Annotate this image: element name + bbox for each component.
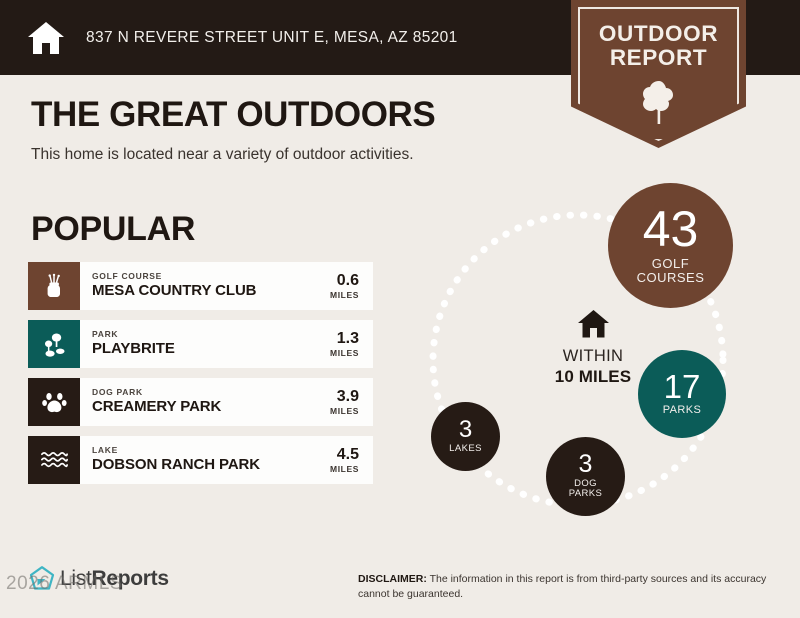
distance-value: 0.6 [336,272,359,290]
list-item-text: PARK PLAYBRITE [80,320,330,368]
distance-value: 1.3 [336,330,359,348]
center-line1: WITHIN [562,347,624,365]
list-item[interactable]: GOLF COURSE MESA COUNTRY CLUB 0.6 MILES [28,262,373,310]
dog-parks-label: DOG PARKS [568,478,603,500]
distance-value: 3.9 [336,388,359,406]
parks-count: 17 [663,367,701,405]
listreports-wordmark: ListReports [60,567,169,591]
house-icon [28,21,64,54]
tree-icon [642,81,673,125]
listreports-logo[interactable]: ListReports [28,565,169,593]
stat-bubble-parks[interactable]: 17 PARKS [638,350,726,438]
list-item-text: GOLF COURSE MESA COUNTRY CLUB [80,262,330,310]
distance-unit: MILES [330,463,359,474]
list-item-distance: 0.6 MILES [330,262,373,310]
outdoor-report-badge: OUTDOOR REPORT [571,0,746,148]
list-item-text: DOG PARK CREAMERY PARK [80,378,330,426]
list-item[interactable]: LAKE DOBSON RANCH PARK 4.5 MILES [28,436,373,484]
list-item-distance: 3.9 MILES [330,378,373,426]
golf-courses-label-line1: GOLF [651,256,690,272]
list-item-category: LAKE [92,445,118,456]
disclaimer: DISCLAIMER: The information in this repo… [358,572,783,602]
logo-text-bold: Reports [91,567,169,590]
golf-courses-label-line2: COURSES [636,270,705,286]
badge-title-line1: OUTDOOR [598,21,719,46]
dog-parks-label-line2: PARKS [568,488,603,500]
popular-heading: POPULAR [31,210,196,248]
center-line2: 10 MILES [554,366,632,386]
list-item-name: MESA COUNTRY CLUB [92,281,257,299]
house-icon [577,310,609,338]
disclaimer-label: DISCLAIMER: [358,573,427,585]
list-item-distance: 1.3 MILES [330,320,373,368]
water-waves-icon [28,436,80,484]
disclaimer-text: The information in this report is from t… [358,573,767,601]
list-item[interactable]: DOG PARK CREAMERY PARK 3.9 MILES [28,378,373,426]
golf-bag-icon [28,262,80,310]
list-item-name: CREAMERY PARK [92,397,222,415]
list-item-category: PARK [92,329,119,340]
lakes-count: 3 [458,415,473,443]
diagram-center-label: WITHIN 10 MILES [528,309,658,387]
page-subtitle: This home is located near a variety of o… [31,146,414,163]
list-item-name: DOBSON RANCH PARK [92,455,261,473]
distance-unit: MILES [330,405,359,416]
stat-bubble-golf-courses[interactable]: 43 GOLF COURSES [608,183,733,308]
list-item[interactable]: PARK PLAYBRITE 1.3 MILES [28,320,373,368]
list-item-category: GOLF COURSE [92,271,163,282]
popular-places-list: GOLF COURSE MESA COUNTRY CLUB 0.6 MILES [28,262,373,494]
logo-text-light: List [60,567,92,590]
list-item-category: DOG PARK [92,387,143,398]
page-title: THE GREAT OUTDOORS [31,95,436,134]
armls-watermark: 2026 ARMLS [6,573,123,594]
golf-courses-count: 43 [642,200,699,257]
property-address: 837 N REVERE STREET UNIT E, MESA, AZ 852… [86,28,458,46]
dog-parks-label-line1: DOG [574,478,597,490]
paw-print-icon [28,378,80,426]
stat-bubble-dog-parks[interactable]: 3 DOG PARKS [546,437,625,516]
badge-title-line2: REPORT [609,44,708,70]
badge-inner-border [578,7,739,141]
within-10-miles-diagram: WITHIN 10 MILES 43 GOLF COURSES 17 PARKS… [410,175,790,545]
list-item-text: LAKE DOBSON RANCH PARK [80,436,330,484]
list-item-name: PLAYBRITE [92,339,175,357]
lakes-label: LAKES [449,442,482,454]
distance-value: 4.5 [336,446,359,464]
list-item-distance: 4.5 MILES [330,436,373,484]
parks-label: PARKS [662,404,702,417]
distance-unit: MILES [330,347,359,358]
stat-bubble-lakes[interactable]: 3 LAKES [431,402,500,471]
distance-unit: MILES [330,289,359,300]
golf-courses-label: GOLF COURSES [637,257,705,285]
listreports-house-icon [29,566,55,590]
dog-parks-count: 3 [578,450,593,479]
park-trees-icon [28,320,80,368]
